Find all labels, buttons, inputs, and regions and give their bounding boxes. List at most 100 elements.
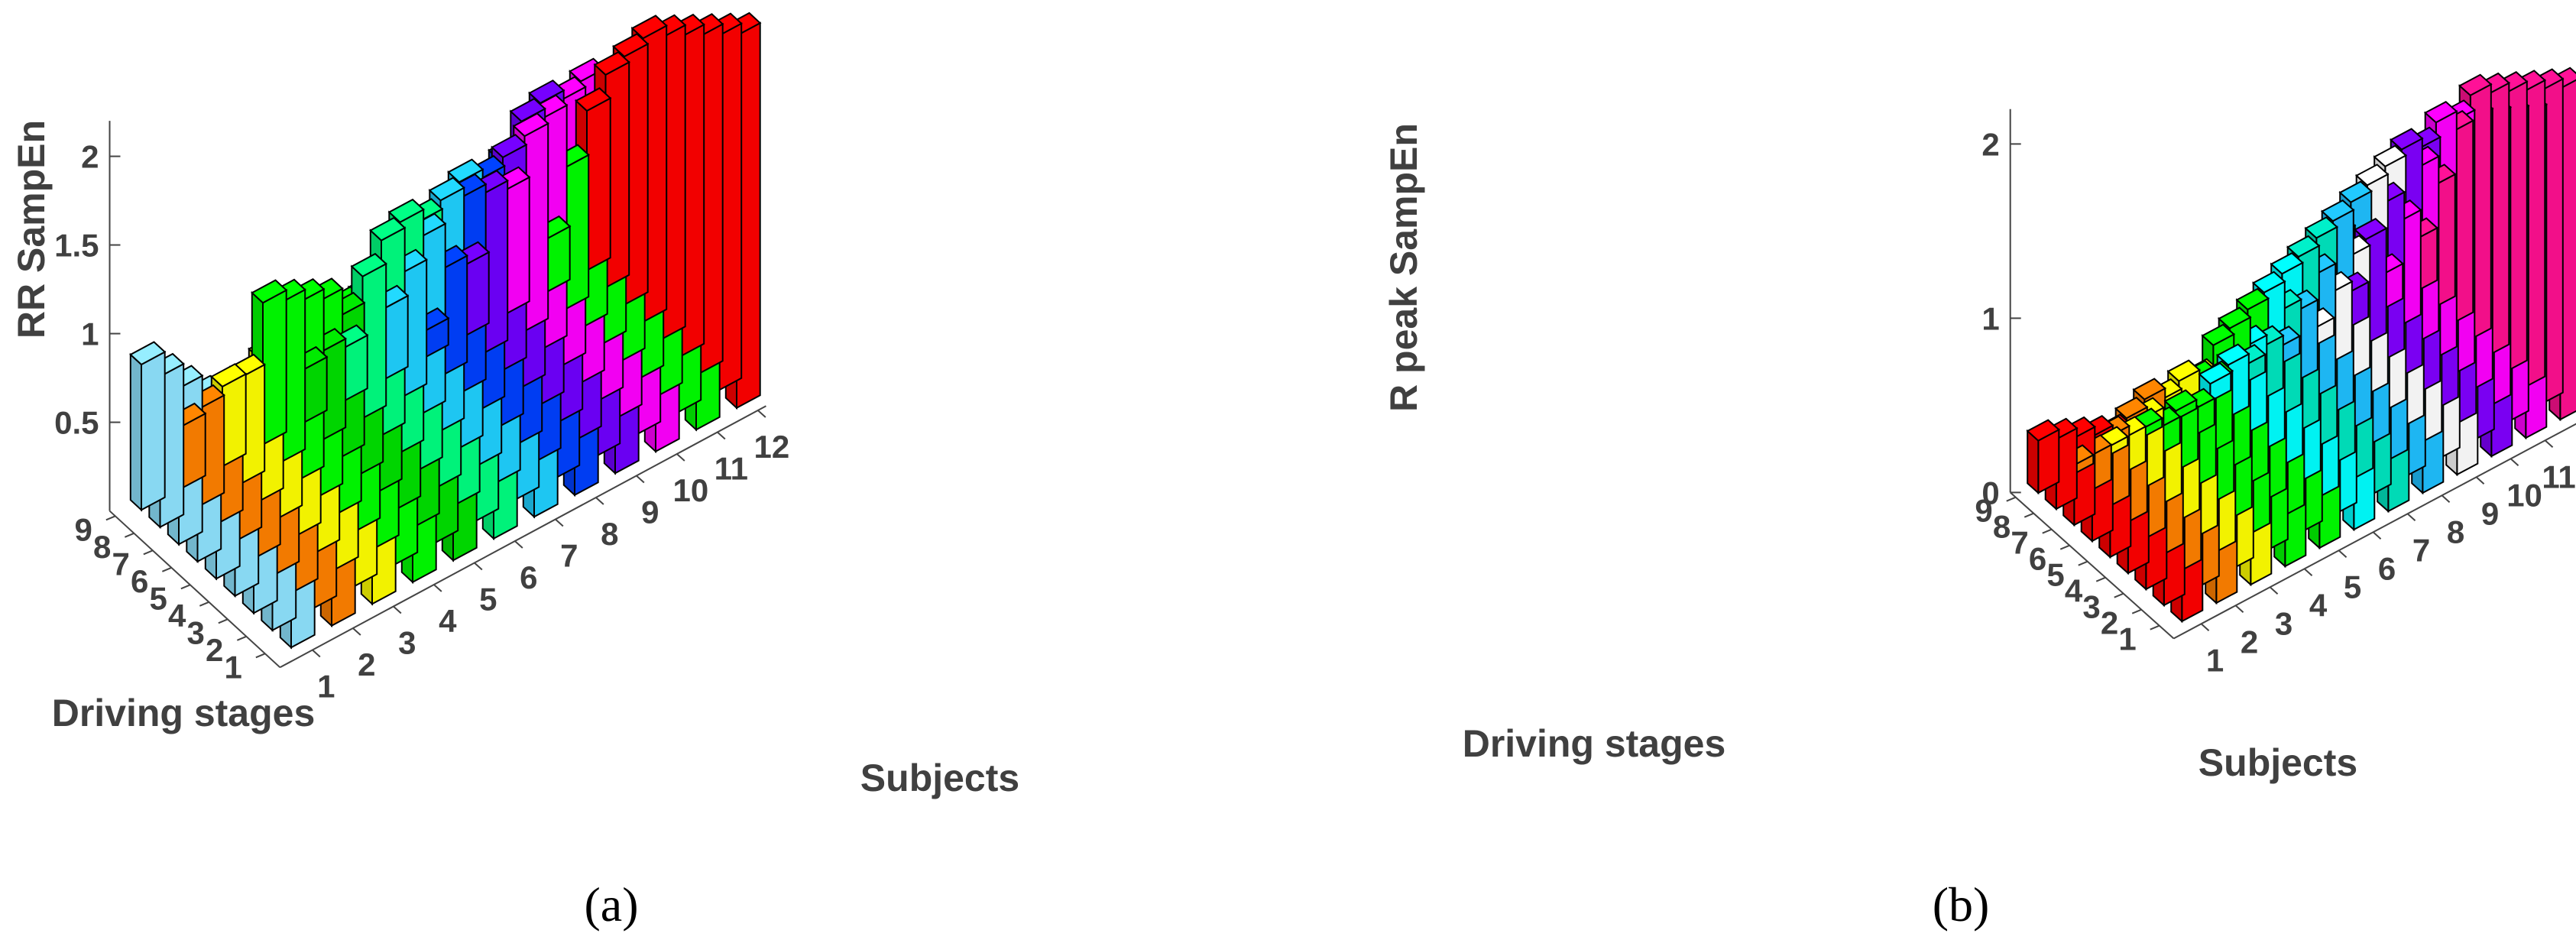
bar-subject-1-stage-9	[2026, 419, 2061, 495]
y-tick-mark	[180, 584, 191, 590]
y-tick-mark	[218, 618, 228, 624]
bar3d-chart-b: 012123456789101112123456789 R peak SampE…	[1382, 66, 2576, 932]
y-tick-label: 9	[1975, 493, 1992, 529]
x-tick-mark	[2303, 568, 2313, 577]
chart-b-ylabel: Driving stages	[1463, 722, 1726, 765]
y-tick-label: 3	[2082, 589, 2100, 625]
bar-face-top	[2423, 100, 2458, 124]
bar-face-front	[586, 96, 611, 272]
y-tick-label: 7	[2011, 525, 2028, 561]
y-tick-mark	[255, 653, 266, 659]
bar-subject-1-stage-9	[129, 341, 167, 512]
x-tick-label: 5	[479, 582, 497, 617]
x-tick-label: 3	[398, 625, 416, 661]
y-tick-mark	[236, 635, 247, 641]
y-tick-mark	[2006, 496, 2017, 502]
y-tick-mark	[105, 515, 116, 521]
x-tick-label: 2	[358, 647, 375, 682]
y-tick-label: 4	[2065, 573, 2083, 609]
x-tick-mark	[757, 410, 766, 418]
bar-face-top	[428, 177, 465, 202]
bar-face-top	[2163, 389, 2199, 412]
bar-face-top	[2286, 235, 2321, 258]
y-tick-label: 6	[2029, 541, 2046, 577]
x-tick-mark	[2544, 439, 2554, 449]
y-tick-label: 5	[149, 580, 167, 616]
chart-b-ticks: 012123456789101112123456789	[1975, 126, 2576, 678]
x-tick-mark	[2234, 605, 2244, 614]
bar-face-top	[630, 15, 668, 40]
x-tick-label: 6	[2378, 550, 2396, 586]
chart-panel-a: 0.5 1 1.5 2 1 2 3 4 5 6 7 8 9 10 11 12 1 2 3 4 5 6 7 8 9 RR Samp…	[10, 11, 1019, 932]
y-tick-mark	[2042, 528, 2053, 534]
y-tick-mark	[2024, 512, 2034, 518]
bar-face-side	[2027, 429, 2040, 495]
y-tick-mark	[2078, 560, 2088, 566]
bar-face-front	[141, 350, 166, 511]
x-tick-label: 7	[2412, 532, 2430, 568]
y-tick-mark	[143, 549, 154, 556]
chart-a-bars	[129, 11, 762, 650]
y-tick-mark	[124, 532, 134, 538]
y-tick-label: 4	[168, 598, 186, 634]
x-tick-mark	[312, 649, 321, 658]
bar-face-top	[2389, 128, 2424, 151]
y-tick-mark	[161, 566, 172, 572]
bar-face-top	[593, 51, 630, 76]
x-tick-mark	[2406, 513, 2416, 522]
x-axis-line	[2173, 423, 2576, 640]
y-tick-label: 5	[2046, 557, 2064, 593]
y-tick-label: 8	[93, 529, 111, 565]
x-tick-label: 7	[560, 538, 578, 574]
bar-face-front	[384, 294, 409, 381]
x-tick-label: 10	[2506, 477, 2542, 513]
bar-face-top	[2114, 396, 2149, 420]
x-axis-line	[279, 405, 766, 669]
bar-face-front	[222, 372, 247, 468]
z-tick-label: 0.5	[54, 405, 99, 441]
bar-face-top	[2198, 361, 2233, 385]
y-tick-mark	[2059, 544, 2070, 550]
y-tick-label: 3	[186, 614, 204, 650]
x-tick-mark	[2338, 549, 2348, 559]
chart-b-bars	[2026, 66, 2576, 624]
chart-a-xlabel: Subjects	[860, 757, 1019, 799]
y-tick-label: 8	[1993, 509, 2011, 545]
chart-b-floor-grid	[2009, 109, 2576, 640]
z-tick-label: 1	[81, 316, 99, 352]
bar-face-top	[2217, 306, 2252, 329]
y-tick-label: 1	[224, 649, 241, 685]
x-tick-mark	[2441, 494, 2451, 504]
x-tick-label: 4	[439, 603, 457, 639]
x-tick-mark	[595, 497, 604, 505]
x-tick-mark	[2510, 458, 2519, 467]
bar-face-top	[387, 198, 425, 223]
bar-face-top	[2132, 378, 2167, 400]
x-tick-label: 11	[714, 451, 748, 487]
x-tick-mark	[393, 605, 402, 614]
bar-face-top	[251, 279, 288, 304]
y-tick-label: 2	[2101, 605, 2118, 641]
x-tick-label: 10	[672, 472, 708, 508]
bar-face-top	[2251, 271, 2286, 294]
x-tick-label: 3	[2275, 605, 2292, 641]
bar-face-top	[2215, 343, 2250, 366]
y-tick-label: 7	[112, 546, 129, 582]
chart-a-zlabel: RR SampEn	[10, 120, 53, 339]
y-tick-mark	[2150, 624, 2160, 630]
bar-face-top	[2320, 199, 2355, 222]
z-tick-label: 2	[1981, 126, 1999, 162]
x-tick-label: 2	[2241, 624, 2258, 660]
x-tick-label: 5	[2344, 569, 2361, 605]
x-tick-mark	[433, 584, 442, 592]
bar-face-top	[575, 87, 612, 112]
x-tick-mark	[2475, 476, 2485, 485]
bar-face-top	[369, 216, 407, 241]
chart-b-xlabel: Subjects	[2199, 741, 2357, 784]
y-tick-mark	[199, 601, 209, 607]
bar-face-top	[2235, 287, 2270, 311]
bar-face-top	[2166, 359, 2202, 382]
bar-face-top	[2026, 419, 2061, 442]
y-axis-line	[2010, 491, 2175, 640]
x-tick-mark	[2372, 531, 2382, 540]
